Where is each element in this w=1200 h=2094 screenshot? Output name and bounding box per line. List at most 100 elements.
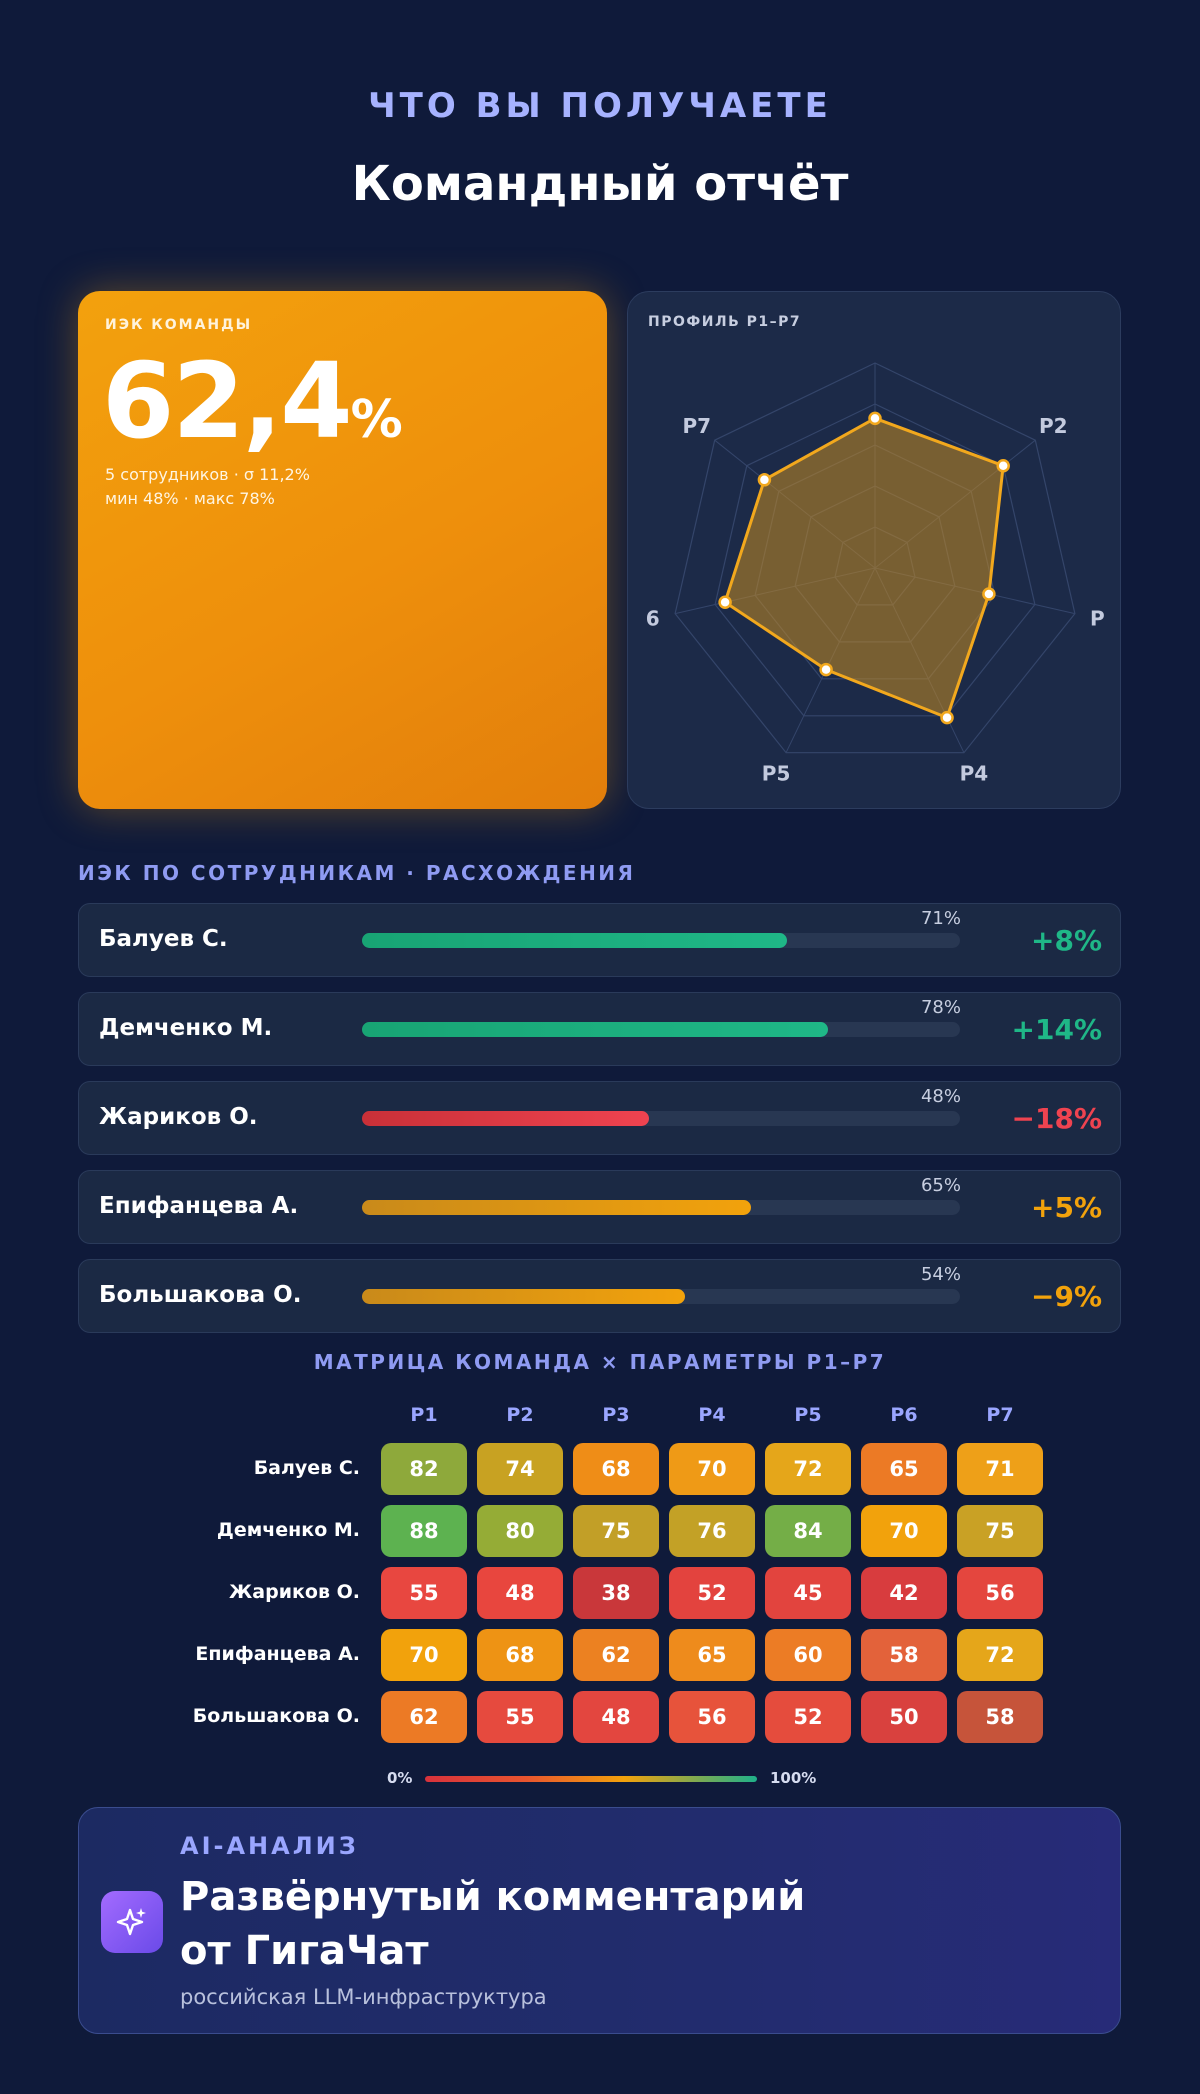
employee-row: Демченко М. 78% +14% bbox=[78, 992, 1121, 1066]
employee-list: Балуев С. 71% +8% Демченко М. 78% +14% Жариков… bbox=[78, 903, 1121, 1348]
page-title: Командный отчёт bbox=[351, 156, 849, 212]
employee-progress-fill bbox=[362, 933, 787, 948]
matrix-cell: 82 bbox=[381, 1443, 467, 1495]
employee-percent: 78% bbox=[920, 997, 961, 1018]
matrix-row-label: Демченко М. bbox=[216, 1519, 360, 1541]
matrix-cell: 55 bbox=[381, 1567, 467, 1619]
radar-data-point bbox=[819, 662, 833, 677]
matrix-cell: 70 bbox=[381, 1629, 467, 1681]
matrix-cell: 62 bbox=[381, 1691, 467, 1743]
matrix-row-label: Большакова О. bbox=[192, 1705, 360, 1727]
matrix-cell: 74 bbox=[477, 1443, 563, 1495]
employee-progress-fill bbox=[362, 1200, 751, 1215]
employee-progress-fill bbox=[362, 1111, 650, 1126]
legend-min-label: 0% bbox=[387, 1769, 413, 1787]
matrix-column-header: P2 bbox=[506, 1404, 534, 1426]
employee-deviation: +8% bbox=[1031, 924, 1102, 957]
radar-axis-label: P bbox=[1090, 607, 1105, 631]
employee-percent: 71% bbox=[920, 908, 961, 929]
matrix-cell: 70 bbox=[861, 1505, 947, 1557]
matrix-cell: 62 bbox=[573, 1629, 659, 1681]
sparkle-icon bbox=[101, 1891, 163, 1953]
matrix-cell: 65 bbox=[669, 1629, 755, 1681]
matrix-cell: 52 bbox=[669, 1567, 755, 1619]
matrix-row-label: Балуев С. bbox=[253, 1457, 360, 1479]
matrix-cell: 72 bbox=[765, 1443, 851, 1495]
employee-name: Жариков О. bbox=[99, 1104, 258, 1130]
legend-max-label: 100% bbox=[770, 1769, 817, 1787]
employee-progress-track bbox=[362, 1200, 960, 1215]
ai-title-line-2: от ГигаЧат bbox=[180, 1928, 429, 1974]
radar-data-point bbox=[940, 710, 954, 725]
ai-analysis-card[interactable]: AI-АНАЛИЗ Развёрнутый комментарий от Гиг… bbox=[78, 1807, 1121, 2034]
radar-label: ПРОФИЛЬ P1–P7 bbox=[648, 314, 802, 330]
matrix-cell: 52 bbox=[765, 1691, 851, 1743]
matrix-cell: 56 bbox=[957, 1567, 1043, 1619]
ai-subtitle: российская LLM-инфраструктура bbox=[180, 1985, 547, 2009]
employee-progress-track bbox=[362, 1289, 960, 1304]
radar-axis-label: P4 bbox=[960, 761, 989, 785]
employee-row: Епифанцева А. 65% +5% bbox=[78, 1170, 1121, 1244]
kpi-summary: 5 сотрудников · σ 11,2% мин 48% · макс 7… bbox=[105, 463, 310, 511]
matrix-cell: 84 bbox=[765, 1505, 851, 1557]
radar-data-point bbox=[718, 595, 732, 609]
matrix-column-header: P3 bbox=[602, 1404, 630, 1426]
radar-grid-ring bbox=[714, 403, 1036, 717]
employees-section-title: ИЭК ПО СОТРУДНИКАМ · РАСХОЖДЕНИЯ bbox=[78, 861, 636, 885]
matrix-cell: 48 bbox=[573, 1691, 659, 1743]
matrix-cell: 71 bbox=[957, 1443, 1043, 1495]
employee-deviation: −18% bbox=[1011, 1102, 1102, 1135]
ai-title: Развёрнутый комментарий от ГигаЧат bbox=[180, 1870, 880, 1978]
matrix-cell: 55 bbox=[477, 1691, 563, 1743]
ai-eyebrow: AI-АНАЛИЗ bbox=[180, 1832, 359, 1860]
kpi-unit: % bbox=[350, 390, 403, 450]
employee-name: Балуев С. bbox=[99, 926, 228, 952]
radar-axis-label: 6 bbox=[646, 607, 660, 631]
employee-progress-track bbox=[362, 933, 960, 948]
radar-data-area bbox=[723, 416, 1005, 720]
kpi-summary-line-2: мин 48% · макс 78% bbox=[105, 489, 275, 508]
kpi-number: 62,4 bbox=[102, 340, 353, 462]
employee-progress-track bbox=[362, 1022, 960, 1037]
radar-grid-ring bbox=[674, 362, 1076, 754]
employee-row: Балуев С. 71% +8% bbox=[78, 903, 1121, 977]
matrix-row-label: Епифанцева А. bbox=[195, 1643, 360, 1665]
matrix-title: МАТРИЦА КОМАНДА × ПАРАМЕТРЫ P1–P7 bbox=[313, 1350, 887, 1374]
radar-data-point bbox=[757, 473, 772, 487]
radar-axis-label: P5 bbox=[762, 761, 791, 785]
matrix-cell: 48 bbox=[477, 1567, 563, 1619]
employee-progress-track bbox=[362, 1111, 960, 1126]
employee-name: Большакова О. bbox=[99, 1282, 302, 1308]
employee-name: Епифанцева А. bbox=[99, 1193, 299, 1219]
matrix-cell: 68 bbox=[573, 1443, 659, 1495]
matrix-cell: 72 bbox=[957, 1629, 1043, 1681]
matrix-cell: 75 bbox=[573, 1505, 659, 1557]
kpi-summary-line-1: 5 сотрудников · σ 11,2% bbox=[105, 465, 310, 484]
radar-axis-label: P2 bbox=[1039, 414, 1068, 438]
employee-percent: 65% bbox=[920, 1175, 961, 1196]
matrix-cell: 42 bbox=[861, 1567, 947, 1619]
radar-card: ПРОФИЛЬ P1–P7 P2 P P4 P5 6 P7 bbox=[627, 291, 1121, 809]
matrix-cell: 45 bbox=[765, 1567, 851, 1619]
kpi-label: ИЭК КОМАНДЫ bbox=[105, 317, 253, 333]
team-kpi-card: ИЭК КОМАНДЫ 62,4% 5 сотрудников · σ 11,2… bbox=[78, 291, 607, 809]
matrix-cell: 80 bbox=[477, 1505, 563, 1557]
kpi-value: 62,4% bbox=[102, 349, 403, 453]
matrix-cell: 50 bbox=[861, 1691, 947, 1743]
ai-title-line-1: Развёрнутый комментарий bbox=[180, 1874, 806, 1920]
matrix-column-header: P4 bbox=[698, 1404, 726, 1426]
legend-gradient-bar bbox=[425, 1776, 757, 1782]
employee-percent: 48% bbox=[920, 1086, 961, 1107]
matrix-column-header: P5 bbox=[794, 1404, 822, 1426]
matrix-cell: 56 bbox=[669, 1691, 755, 1743]
employee-deviation: −9% bbox=[1031, 1280, 1102, 1313]
employee-progress-fill bbox=[362, 1289, 685, 1304]
radar-data-point bbox=[868, 411, 882, 426]
matrix-cell: 88 bbox=[381, 1505, 467, 1557]
radar-data-point bbox=[982, 587, 996, 601]
employee-deviation: +5% bbox=[1031, 1191, 1102, 1224]
employee-row: Большакова О. 54% −9% bbox=[78, 1259, 1121, 1333]
eyebrow-heading: ЧТО ВЫ ПОЛУЧАЕТЕ bbox=[368, 86, 832, 126]
matrix-cell: 58 bbox=[861, 1629, 947, 1681]
matrix-column-header: P7 bbox=[986, 1404, 1014, 1426]
